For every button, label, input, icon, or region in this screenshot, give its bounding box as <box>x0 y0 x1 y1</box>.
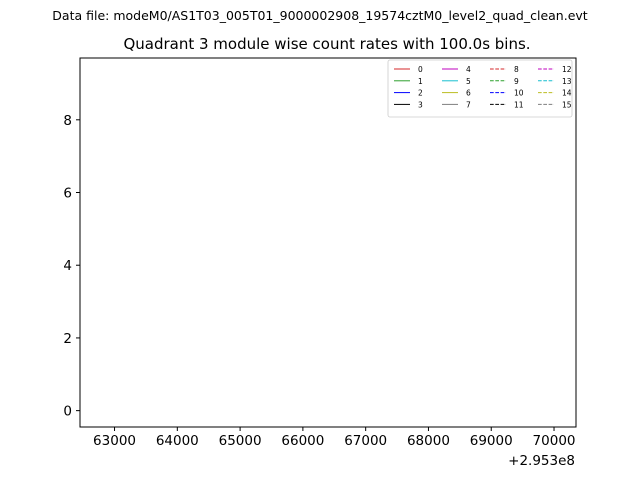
plot-frame <box>79 57 577 428</box>
legend-label-15: 15 <box>562 100 572 109</box>
legend-label-6: 6 <box>466 89 471 98</box>
y-tick-label: 4 <box>63 258 72 274</box>
y-tick-label: 0 <box>63 404 72 420</box>
x-offset-label: +2.953e8 <box>508 453 575 469</box>
x-tick-label: 69000 <box>470 433 513 449</box>
legend-label-13: 13 <box>562 77 572 86</box>
legend-label-7: 7 <box>466 100 471 109</box>
legend-label-1: 1 <box>418 77 423 86</box>
x-tick-label: 64000 <box>156 433 199 449</box>
legend-label-4: 4 <box>466 65 471 74</box>
chart-title: Quadrant 3 module wise count rates with … <box>123 35 530 53</box>
legend-label-14: 14 <box>562 89 572 98</box>
x-tick-label: 63000 <box>93 433 136 449</box>
legend-label-12: 12 <box>562 65 572 74</box>
x-tick-label: 65000 <box>219 433 262 449</box>
y-axis: 0 2 4 6 8 <box>63 113 80 420</box>
legend-box <box>387 59 573 118</box>
x-tick-label: 66000 <box>281 433 324 449</box>
legend-label-5: 5 <box>466 77 471 86</box>
legend-label-11: 11 <box>514 100 524 109</box>
legend-label-2: 2 <box>418 89 423 98</box>
legend-label-0: 0 <box>418 65 423 74</box>
x-axis: 63000 64000 65000 66000 67000 68000 69000 70000 <box>93 427 576 449</box>
x-tick-label: 68000 <box>407 433 450 449</box>
legend-label-10: 10 <box>514 89 524 98</box>
y-tick-label: 6 <box>63 186 72 202</box>
y-tick-label: 8 <box>63 113 72 129</box>
x-tick-label: 70000 <box>533 433 576 449</box>
x-tick-label: 67000 <box>344 433 387 449</box>
legend-label-9: 9 <box>514 77 519 86</box>
chart-suptitle: Data file: modeM0/AS1T03_005T01_90000029… <box>52 8 587 23</box>
legend-label-8: 8 <box>514 65 519 74</box>
legend-label-3: 3 <box>418 100 423 109</box>
y-tick-label: 2 <box>63 331 72 347</box>
